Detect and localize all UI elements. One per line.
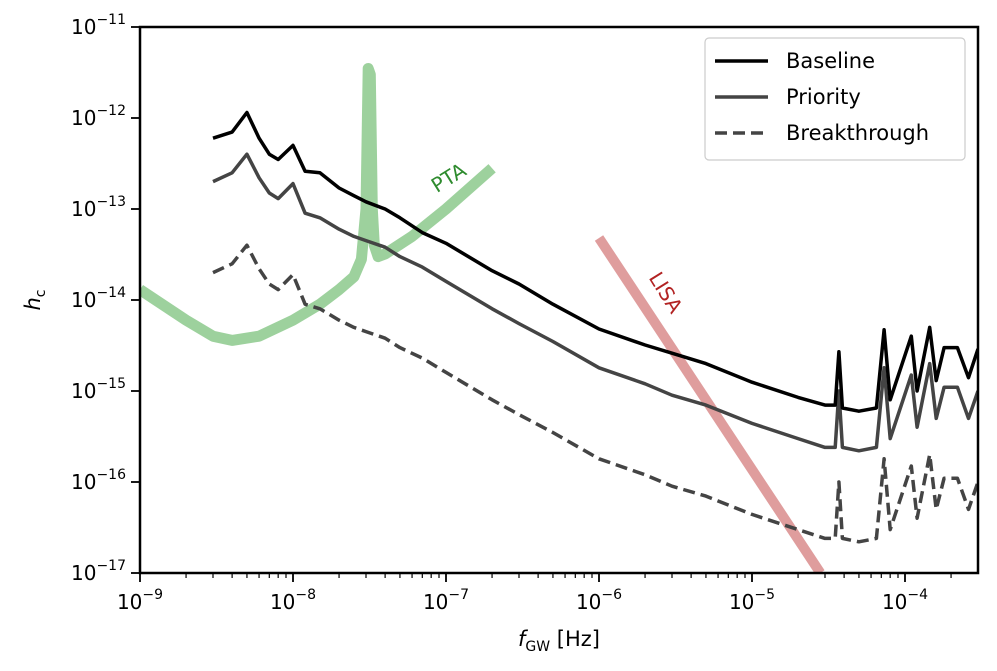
legend-label-baseline: Baseline xyxy=(786,49,875,73)
y-axis-title-sub: c xyxy=(33,289,49,297)
y-tick-label: 10−15 xyxy=(71,376,126,403)
series-line-baseline xyxy=(212,110,978,413)
x-tick-label: 10−5 xyxy=(729,587,775,614)
x-tick-label: 10−6 xyxy=(576,587,622,614)
series-line-priority xyxy=(212,152,978,453)
y-axis-title-main: h xyxy=(21,297,45,310)
legend-box xyxy=(704,37,966,161)
x-tick-label: 10−8 xyxy=(270,587,316,614)
x-axis-title-sub: GW xyxy=(525,639,550,655)
x-tick-label: 10−7 xyxy=(423,587,469,614)
y-tick-label: 10−11 xyxy=(71,12,126,39)
y-tick-label: 10−14 xyxy=(71,285,126,312)
legend: Baseline Priority Breakthrough xyxy=(704,37,966,161)
legend-label-breakthrough: Breakthrough xyxy=(786,121,929,145)
legend-label-priority: Priority xyxy=(786,85,861,109)
x-tick-label: 10−9 xyxy=(117,587,163,614)
x-tick-label: 10−4 xyxy=(882,587,928,614)
y-tick-label: 10−17 xyxy=(71,558,126,585)
series-layer xyxy=(140,63,978,573)
series-line-breakthrough xyxy=(212,243,978,544)
y-tick-label: 10−16 xyxy=(71,467,126,494)
y-tick-label: 10−12 xyxy=(71,103,126,130)
x-axis-title-unit: [Hz] xyxy=(550,627,600,651)
tick-layer: 10−9 10−8 10−7 10−6 10−5 10−4 10−11 10−12 10−13 1… xyxy=(71,12,952,614)
x-axis-title: fGW [Hz] xyxy=(518,627,600,655)
y-tick-label: 10−13 xyxy=(71,194,126,221)
series-line-pta xyxy=(140,63,496,346)
y-axis-title: hc xyxy=(21,289,49,310)
x-axis-title-main: f xyxy=(518,627,529,651)
